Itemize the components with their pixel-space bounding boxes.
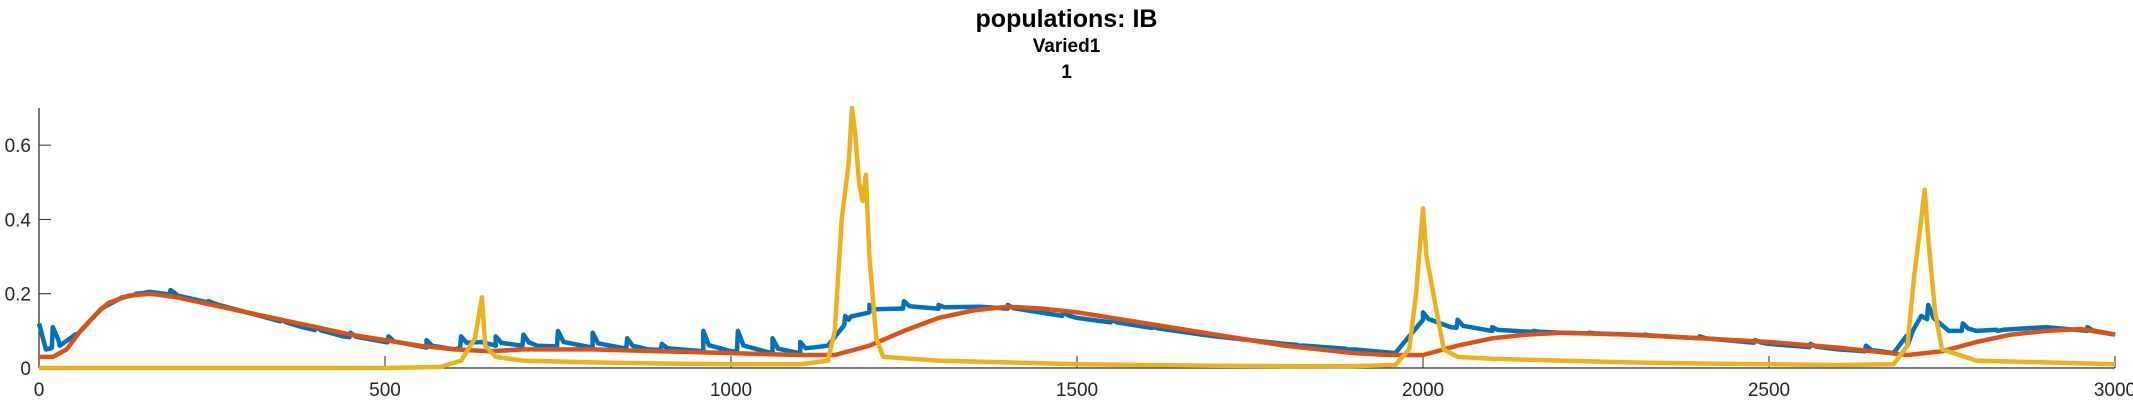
y-tick-label: 0.6 bbox=[5, 136, 31, 157]
x-tick-label: 2000 bbox=[1402, 380, 1444, 400]
series-line-2 bbox=[39, 291, 2116, 360]
chart-title: populations: IB bbox=[975, 5, 1158, 33]
x-tick-label: 0 bbox=[34, 380, 45, 400]
x-tick-label: 2500 bbox=[1748, 380, 1790, 400]
y-tick-label: 0.4 bbox=[5, 210, 32, 231]
x-tick-label: 1000 bbox=[710, 380, 752, 400]
chart-subtitle-2: 1 bbox=[1061, 62, 1072, 83]
x-tick-label: 1500 bbox=[1056, 380, 1098, 400]
x-tick-label: 3000 bbox=[2094, 380, 2133, 400]
chart-subtitle: Varied1 bbox=[1032, 36, 1101, 57]
series-line-3 bbox=[39, 105, 2116, 371]
y-tick-label: 0 bbox=[20, 359, 31, 380]
y-tick-label: 0.2 bbox=[5, 285, 31, 306]
x-tick-label: 500 bbox=[369, 380, 401, 400]
